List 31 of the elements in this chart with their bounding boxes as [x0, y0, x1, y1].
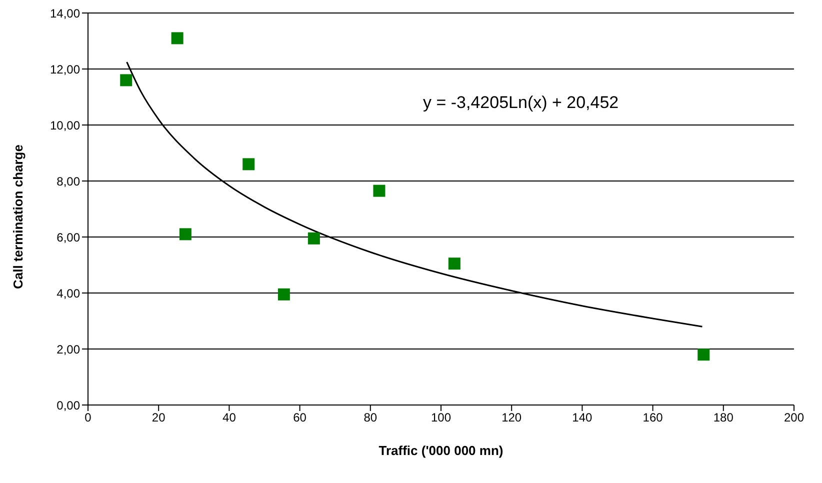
- point: [698, 348, 710, 361]
- x-tick-label: 40: [222, 410, 236, 425]
- x-tick-label: 120: [502, 410, 522, 425]
- x-tick-label: 140: [572, 410, 593, 425]
- y-tick-label: 2,00: [56, 342, 80, 356]
- point: [373, 184, 386, 197]
- x-tick-label: 0: [84, 410, 92, 425]
- x-tick-label: 60: [293, 410, 307, 425]
- x-tick-label: 80: [364, 410, 378, 425]
- y-tick-label: 4,00: [56, 286, 80, 300]
- x-axis-title: Traffic ('000 000 mn): [378, 443, 504, 458]
- y-axis-title: Call termination charge: [10, 144, 26, 289]
- x-tick-label: 180: [713, 410, 734, 425]
- point: [278, 288, 290, 300]
- point: [242, 158, 255, 170]
- y-tick-label: 8,00: [56, 174, 80, 188]
- x-tick-label: 100: [430, 410, 452, 425]
- point: [120, 74, 132, 86]
- point: [179, 228, 192, 240]
- y-tick-label: 12,00: [50, 62, 80, 76]
- x-tick-label: 200: [784, 410, 804, 425]
- annotation: y = -3,4205Ln(x) + 20,452: [423, 93, 619, 113]
- point: [308, 232, 320, 244]
- x-tick-label: 160: [642, 410, 664, 425]
- y-tick-label: 14,00: [50, 6, 80, 20]
- point: [171, 32, 184, 44]
- y-tick-label: 6,00: [56, 230, 80, 244]
- y-tick-label: 10,00: [50, 118, 80, 132]
- y-tick-label: 0,00: [56, 398, 80, 412]
- point: [448, 258, 460, 270]
- x-tick-label: 20: [152, 410, 166, 425]
